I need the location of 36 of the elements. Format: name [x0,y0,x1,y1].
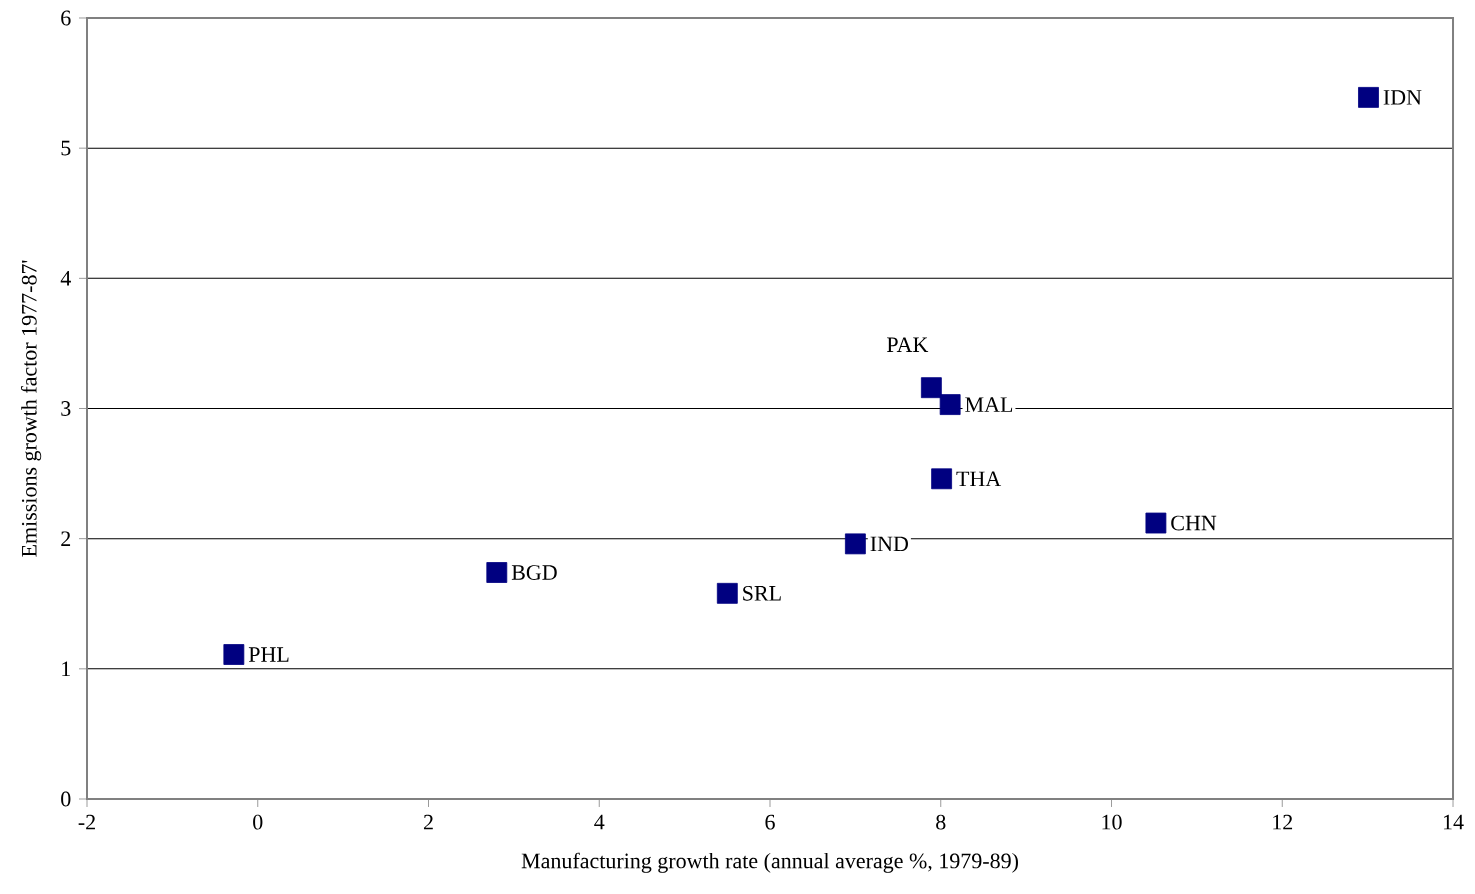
point [223,644,245,665]
annotation: IND [870,536,908,552]
annotation: SRL [743,585,781,601]
y-axis-title: Emissions growth factor 1977-87' [20,260,42,557]
annotation: CHN [1171,515,1217,531]
y-tick-label: 1 [62,661,70,677]
x-tick-label: 12 [1273,814,1293,830]
y-tick-label: 6 [61,10,71,26]
x-tick-label: 0 [253,814,263,830]
y-tick-label: 3 [61,401,71,416]
x-tick-label: 10 [1102,814,1122,830]
point [931,468,953,490]
annotation: MAL [965,397,1013,412]
point [939,394,961,415]
x-tick-label: 2 [423,814,433,830]
x-tick-label: 6 [765,814,775,830]
annotation: PAK [887,337,929,352]
point [716,582,738,604]
x-tick-label: 14 [1443,814,1464,830]
x-tick-label: -2 [78,814,95,830]
y-tick-label: 2 [61,531,71,546]
annotation: PHL [248,647,289,662]
x-axis-title: Manufacturing growth rate (annual average %, 1979-89) [521,852,1018,873]
y-tick-label: 4 [60,271,71,286]
point [1145,512,1167,534]
annotation: BGD [511,565,557,580]
point [486,562,508,583]
point [844,533,866,555]
y-tick-label: 0 [61,791,71,807]
annotation: IDN [1383,90,1422,105]
x-tick-label: 4 [594,814,605,830]
point [920,377,942,399]
x-tick-label: 8 [936,814,946,830]
point [1358,87,1379,108]
annotation: THA [956,471,1002,487]
y-tick-label: 5 [61,140,71,156]
